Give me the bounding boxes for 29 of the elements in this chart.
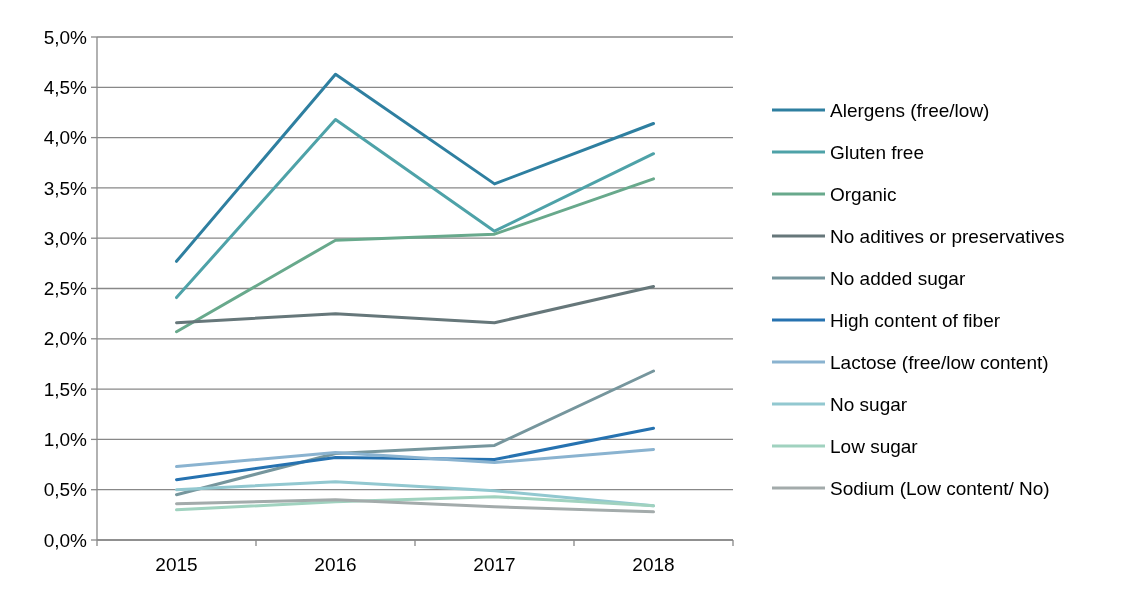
y-tick-label: 0,0% — [43, 529, 88, 551]
legend-label: No sugar — [830, 393, 908, 415]
y-tick-label: 1,0% — [43, 429, 88, 451]
y-tick-label: 4,0% — [43, 127, 88, 149]
line-series — [175, 177, 655, 334]
y-tick-label: 3,0% — [43, 227, 88, 249]
line-series — [175, 72, 655, 263]
x-tick-label: 2015 — [155, 554, 198, 575]
y-tick-label: 1,5% — [43, 378, 88, 400]
legend-label: Sodium (Low content/ No) — [830, 477, 1050, 499]
line-series — [175, 117, 655, 300]
legend-label: No aditives or preservatives — [830, 225, 1065, 247]
legend-label: Gluten free — [830, 141, 924, 163]
legend-label: Lactose (free/low content) — [830, 351, 1049, 373]
x-tick-label: 2016 — [314, 554, 357, 575]
line-series — [175, 447, 655, 469]
legend-label: Organic — [830, 183, 897, 205]
y-tick-label: 3,5% — [43, 177, 88, 199]
y-tick-label: 4,5% — [43, 76, 88, 98]
y-tick-label: 2,5% — [43, 278, 88, 300]
y-tick-label: 0,5% — [43, 479, 88, 501]
legend-label: High content of fiber — [830, 309, 1001, 331]
x-tick-label: 2018 — [632, 554, 675, 575]
y-tick-label: 2,0% — [43, 328, 88, 350]
legend-label: Alergens (free/low) — [830, 99, 990, 121]
y-tick-label: 5,0% — [43, 26, 88, 48]
legend-label: No added sugar — [830, 267, 966, 289]
legend-label: Low sugar — [830, 435, 919, 457]
x-tick-label: 2017 — [473, 554, 516, 575]
